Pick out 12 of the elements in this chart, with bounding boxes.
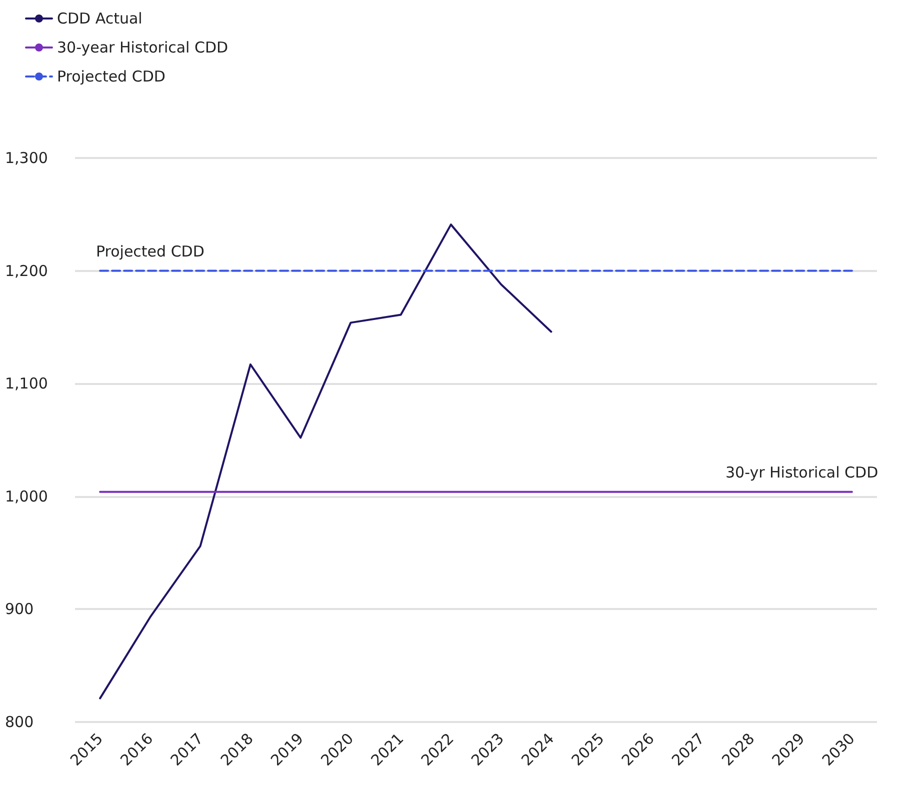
legend-label: Projected CDD (57, 68, 166, 86)
y-tick-label: 800 (5, 713, 34, 731)
y-tick-label: 1,100 (5, 374, 48, 393)
legend-label: CDD Actual (57, 10, 142, 28)
legend-label: 30-year Historical CDD (57, 38, 228, 56)
y-tick-label: 900 (5, 600, 34, 618)
annotation: 30-yr Historical CDD (725, 463, 878, 482)
y-tick-label: 1,200 (5, 262, 48, 280)
annotation: Projected CDD (96, 242, 204, 260)
y-tick-label: 1,000 (5, 487, 48, 506)
y-tick-label: 1,300 (5, 149, 48, 167)
line-series (99, 224, 552, 700)
